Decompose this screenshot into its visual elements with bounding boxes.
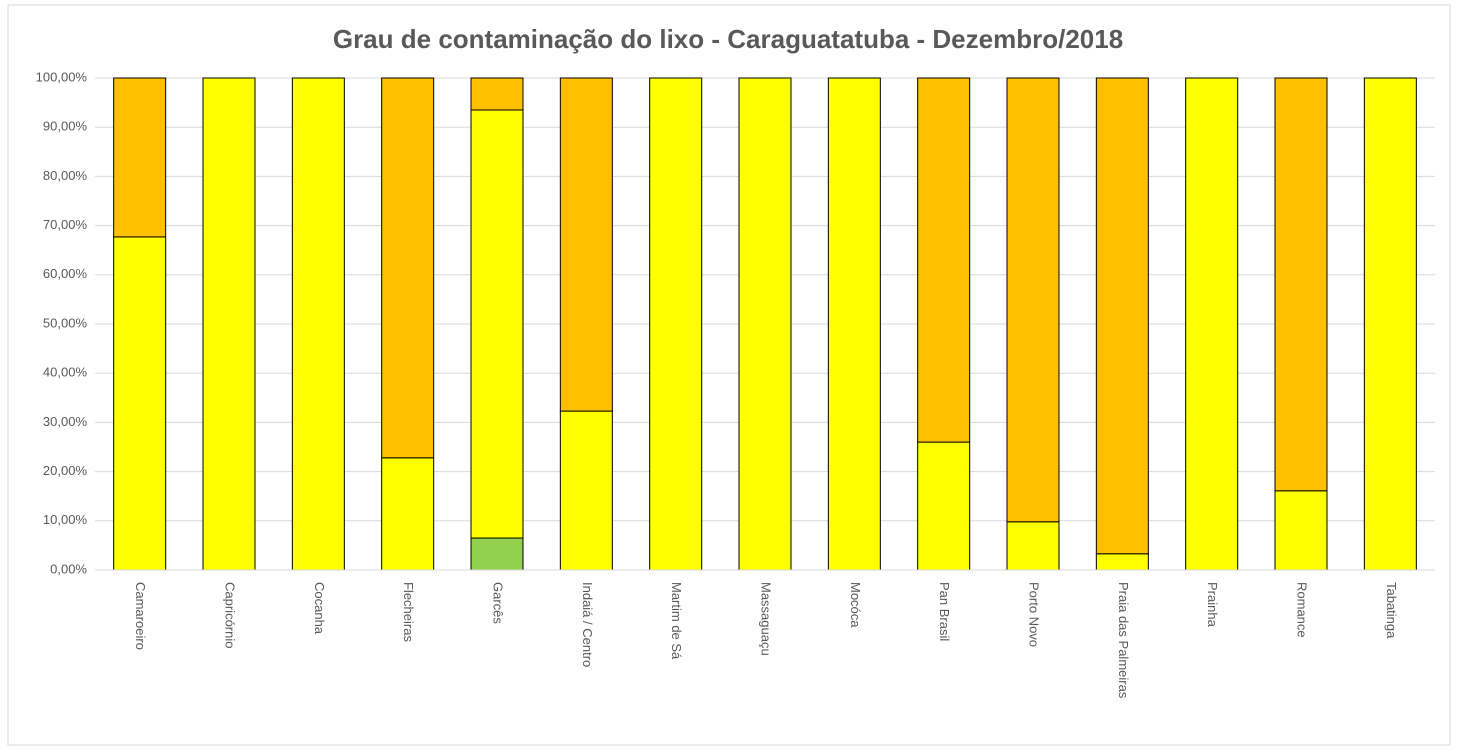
bar-segment	[113, 236, 167, 571]
bar-segment	[559, 410, 613, 571]
bar-segment	[917, 77, 971, 443]
bar-segment	[649, 77, 703, 571]
bar-segment	[738, 77, 792, 571]
y-tick-label: 90,00%	[43, 119, 88, 134]
y-tick-label: 20,00%	[43, 463, 88, 478]
bar-segment	[470, 537, 524, 571]
x-tick-label: Martim de Sá	[669, 582, 684, 660]
x-tick-label: Romance	[1295, 582, 1310, 638]
bar-segment	[1274, 77, 1328, 492]
y-tick-label: 80,00%	[43, 168, 88, 183]
x-tick-label: Garcês	[491, 582, 506, 624]
bar-segment	[917, 441, 971, 571]
bar-segment	[470, 77, 524, 111]
bar-segment	[113, 77, 167, 238]
bar-segment	[1095, 553, 1149, 571]
x-tick-label: Mocóca	[848, 582, 863, 628]
bar-segment	[1274, 490, 1328, 571]
bar-segment	[381, 457, 435, 571]
bar-segment	[202, 77, 256, 571]
bar-segment	[1006, 521, 1060, 571]
y-tick-label: 60,00%	[43, 266, 88, 281]
x-tick-label: Pan Brasil	[937, 582, 952, 641]
bar-segment	[1095, 77, 1149, 555]
x-tick-label: Massaguaçu	[759, 582, 774, 656]
y-tick-label: 10,00%	[43, 512, 88, 527]
x-tick-label: Tabatinga	[1384, 582, 1399, 639]
y-tick-label: 0,00%	[50, 561, 87, 576]
y-tick-label: 70,00%	[43, 217, 88, 232]
bar-segment	[1006, 77, 1060, 523]
y-tick-label: 30,00%	[43, 414, 88, 429]
bar-segment	[381, 77, 435, 459]
bar-segment	[827, 77, 881, 571]
y-tick-label: 50,00%	[43, 315, 88, 330]
y-tick-label: 40,00%	[43, 365, 88, 380]
x-tick-label: Porto Novo	[1027, 582, 1042, 647]
x-tick-label: Praia das Palmeiras	[1116, 582, 1131, 699]
x-tick-label: Cocanha	[312, 582, 327, 635]
bar-segment	[559, 77, 613, 412]
bar-segment	[1185, 77, 1239, 571]
bar-segment	[1363, 77, 1417, 571]
x-tick-label: Prainha	[1205, 582, 1220, 628]
x-tick-label: Camaroeiro	[133, 582, 148, 650]
x-tick-label: Indaiá / Centro	[580, 582, 595, 667]
x-tick-label: Capricórnio	[223, 582, 238, 648]
y-tick-label: 100,00%	[36, 69, 88, 84]
x-tick-label: Flecheiras	[401, 582, 416, 642]
chart-title: Grau de contaminação do lixo - Caraguata…	[333, 24, 1123, 54]
bar-segment	[291, 77, 345, 571]
bar-segment	[470, 109, 524, 539]
